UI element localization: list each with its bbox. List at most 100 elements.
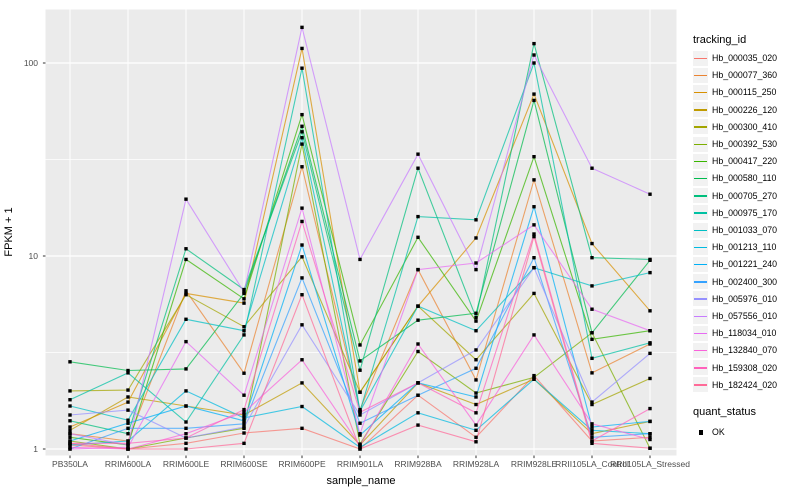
data-point (532, 154, 536, 159)
legend-label: Hb_000077_360 (712, 70, 778, 81)
data-point (68, 425, 72, 429)
data-point (300, 255, 304, 259)
legend-label: Hb_118034_010 (712, 328, 777, 339)
legend-label: Hb_159308_020 (712, 362, 778, 373)
legend-entry-Hb_005976_010: Hb_005976_010 (693, 291, 777, 307)
legend-entry-Hb_000417_220: Hb_000417_220 (693, 153, 777, 169)
data-point (184, 436, 188, 440)
legend-entry-Hb_000077_360: Hb_000077_360 (693, 67, 777, 83)
data-point (474, 267, 478, 272)
data-point (358, 444, 362, 448)
data-point (242, 410, 246, 414)
legend-key-line-icon (693, 325, 708, 341)
data-point (242, 371, 246, 375)
data-point (590, 425, 594, 429)
x-tick-label: RRIM600LE (162, 459, 210, 469)
legend-title-tracking-id: tracking_id (693, 34, 747, 46)
data-point (126, 418, 130, 422)
legend-label: Hb_001213_110 (712, 242, 777, 253)
data-point (68, 413, 72, 417)
legend-key-line-icon (693, 84, 708, 100)
legend-label: Hb_005976_010 (712, 293, 778, 304)
data-point (416, 349, 420, 354)
x-tick-label: RRIM600SE (220, 459, 268, 469)
data-point (532, 373, 536, 378)
data-point (68, 398, 72, 402)
legend-label: Hb_182424_020 (712, 379, 778, 390)
data-point (474, 236, 478, 240)
data-point (532, 255, 536, 260)
data-point (590, 428, 594, 432)
legend-entry-Hb_001221_240: Hb_001221_240 (693, 256, 777, 272)
legend-key-line-icon (693, 377, 708, 393)
data-point (590, 422, 594, 426)
data-point (474, 435, 478, 439)
data-point (300, 25, 304, 30)
data-point (68, 404, 72, 408)
data-point (126, 439, 130, 443)
x-tick-label: PB350LA (52, 459, 88, 469)
data-point (242, 407, 246, 412)
data-point (590, 307, 594, 311)
data-point (474, 311, 478, 315)
data-point (416, 393, 420, 397)
data-point (184, 447, 188, 451)
legend-label: Hb_001221_240 (712, 259, 778, 270)
legend-entry-Hb_000580_110: Hb_000580_110 (693, 170, 776, 186)
data-point (300, 426, 304, 431)
legend-key-line-icon (693, 102, 708, 118)
legend-entry-Hb_057556_010: Hb_057556_010 (693, 308, 777, 324)
data-point (590, 166, 594, 170)
legend-key-line-icon (693, 256, 708, 272)
data-point (474, 329, 478, 333)
data-point (590, 439, 594, 443)
data-point (532, 92, 536, 96)
data-point (300, 243, 304, 247)
data-point (300, 66, 304, 70)
data-point (358, 413, 362, 417)
legend-label: Hb_000580_110 (712, 173, 777, 184)
data-point (300, 130, 304, 134)
legend-entry-Hb_002400_300: Hb_002400_300 (693, 274, 777, 290)
data-point (590, 284, 594, 288)
data-point (532, 375, 536, 380)
data-point (532, 205, 536, 209)
data-point (68, 419, 72, 423)
data-point (68, 435, 72, 439)
data-point (416, 235, 420, 239)
data-point (68, 439, 72, 443)
data-point (184, 404, 188, 408)
data-point (242, 441, 246, 446)
data-point (300, 46, 304, 51)
data-point (184, 367, 188, 371)
data-point (184, 441, 188, 446)
x-tick-label: RRIM928LE (510, 459, 558, 469)
data-point (474, 411, 478, 415)
data-point (474, 348, 478, 352)
data-point (474, 423, 478, 427)
data-point (300, 358, 304, 362)
data-point (358, 257, 362, 262)
legend-key-line-icon (693, 119, 708, 135)
data-point (590, 441, 594, 446)
legend-label: Hb_000975_170 (712, 207, 778, 218)
legend-key-line-icon (693, 67, 708, 83)
data-point (126, 421, 130, 425)
legend-title-quant-status: quant_status (693, 406, 756, 418)
data-point (532, 232, 536, 236)
data-point (242, 290, 246, 294)
data-point (416, 304, 420, 308)
data-point (416, 342, 420, 346)
data-point (126, 447, 130, 451)
legend-label: Hb_000392_530 (712, 139, 778, 149)
legend-label: Hb_000705_270 (712, 190, 778, 201)
data-point (300, 323, 304, 327)
data-point (358, 432, 362, 436)
legend-key-line-icon (693, 360, 708, 376)
data-point (648, 376, 652, 381)
legend-entry-Hb_000975_170: Hb_000975_170 (693, 205, 777, 221)
data-point (416, 381, 420, 385)
data-point (532, 98, 536, 103)
